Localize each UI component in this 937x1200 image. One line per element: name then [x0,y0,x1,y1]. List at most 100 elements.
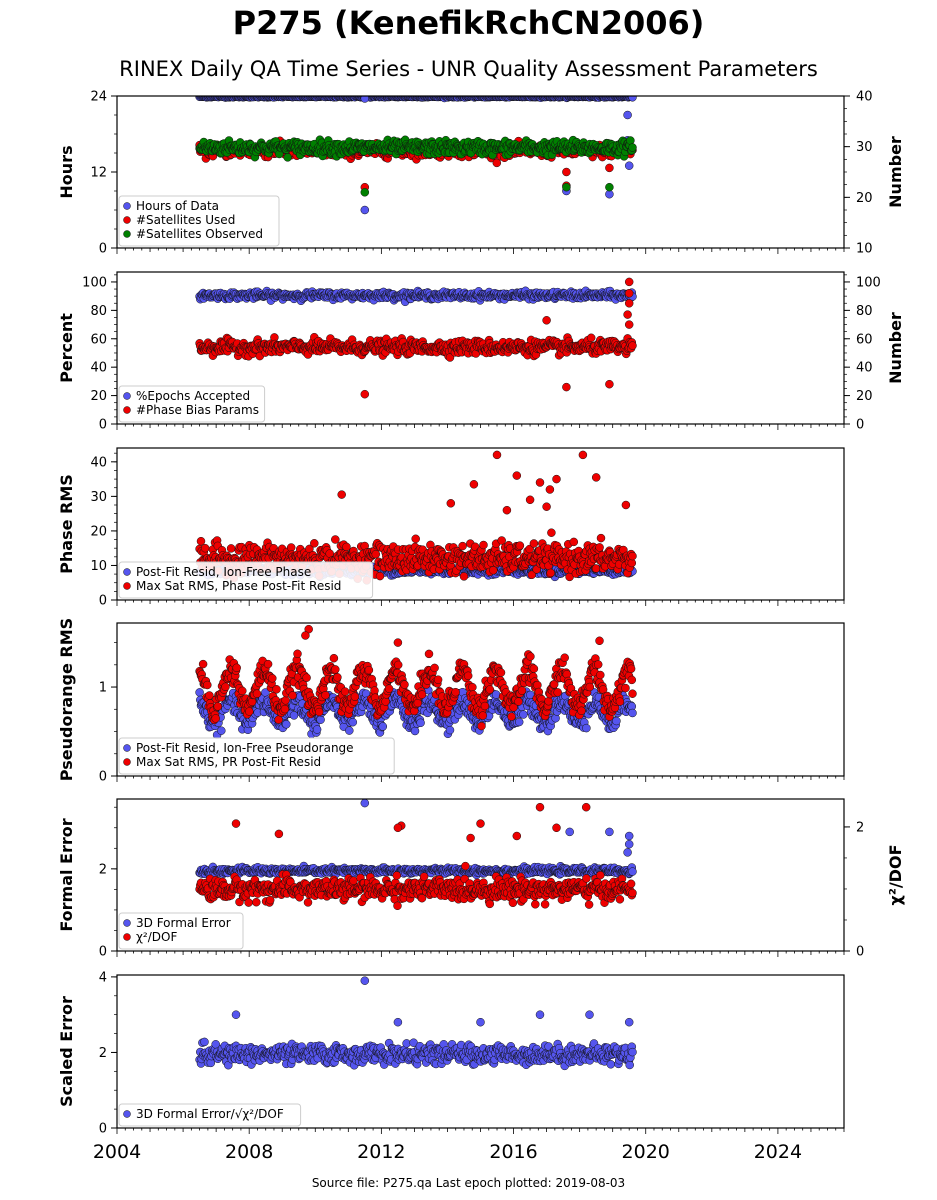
outlier-point [360,188,370,197]
y-tick-label: 30 [90,490,107,505]
outlier-point [492,450,502,460]
outlier-point [578,450,588,460]
legend: %Epochs Accepted#Phase Bias Params [118,385,266,423]
data-point [546,568,555,578]
legend-entry: Max Sat RMS, Phase Post-Fit Resid [136,579,341,593]
data-point [514,717,524,727]
outlier-point [624,289,634,298]
data-point [628,96,637,102]
y-tick-label: 0 [99,242,107,257]
legend-marker [123,230,131,238]
outlier-point [469,480,479,489]
legend-entry: Post-Fit Resid, Ion-Free Phase [136,565,311,579]
outlier-point [624,299,634,308]
outlier-point [535,478,545,487]
y-tick-label: 40 [90,361,107,376]
page-subtitle: RINEX Daily QA Time Series - UNR Quality… [119,57,818,81]
data-point [345,726,354,735]
outlier-point [621,500,631,510]
outlier-point [542,502,551,511]
data-point [331,535,340,544]
outlier-point [337,490,346,499]
data-point [378,722,388,731]
y-tick-label-right: 20 [856,191,873,206]
y-tick-label: 24 [90,90,107,105]
data-points [195,96,637,215]
outlier-point [525,495,535,505]
y-tick-label: 40 [90,455,107,470]
series-2-points [195,277,637,399]
y-axis-label: Hours [57,145,76,198]
legend: Hours of Data#Satellites Used#Satellites… [118,195,280,247]
outlier-point [624,277,634,287]
data-point [342,542,351,552]
series-1-points [195,286,637,307]
y-axis-label-right: Number [886,312,905,384]
data-point [316,715,325,724]
legend-entry: %Epochs Accepted [136,389,250,403]
data-point [626,136,635,145]
data-point [489,566,498,575]
y-axis-label: Phase RMS [57,474,76,574]
legend-marker [123,392,131,400]
y-tick-label: 20 [90,524,107,539]
y-tick-label: 80 [90,304,107,319]
outlier-point [545,485,555,494]
y-tick-label-right: 40 [856,361,873,376]
data-point [226,544,236,553]
chart-panel-1: 0 12 24 10 20 30 40 Number Hours Hours of Data#Sa… [57,90,905,257]
outlier-point [360,389,370,399]
x-ticks [116,424,845,430]
data-point [196,536,206,546]
data-point [628,143,637,152]
y-tick-label: 100 [82,275,107,290]
outlier-point [562,182,571,192]
legend-marker [123,582,131,590]
y-tick-label-right: 10 [856,242,873,257]
data-point [410,726,420,736]
outlier-point [624,320,634,329]
data-point [459,572,469,581]
y-tick-label-right: 30 [856,140,873,155]
data-point [628,551,637,561]
data-point [492,158,502,168]
data-point [282,720,291,729]
data-point [200,543,210,553]
outlier-point [623,310,632,319]
outlier-point [502,505,512,515]
y-tick-label: 0 [99,418,107,433]
y-tick-label-right: 40 [856,90,873,105]
x-ticks [116,248,845,254]
data-point [411,534,420,544]
outlier-point [360,205,370,215]
data-point [371,549,381,559]
y-tick-label: 20 [90,389,107,404]
legend-marker [123,406,131,414]
legend-entry: #Phase Bias Params [136,403,259,417]
data-point [569,537,579,547]
data-point [283,153,292,162]
data-point [310,539,319,548]
outlier-point [605,163,614,173]
outlier-point [360,96,370,103]
legend-marker [123,202,131,210]
data-point [547,528,556,537]
page-title: P275 (KenefikRchCN2006) [232,4,705,42]
y-axis-label-right: Number [886,136,905,208]
chart-panel-2: 020406080100020406080100NumberPercent%Ep… [57,271,905,433]
data-point [286,543,296,552]
y-ticks-left: 0 12 24 [90,90,117,257]
y-tick-label: 12 [90,166,107,181]
data-point [628,341,637,350]
legend-marker [123,568,131,576]
data-point [497,536,506,545]
data-point [586,333,596,343]
data-point [529,539,539,548]
outlier-point [552,474,561,484]
outlier-point [562,167,571,177]
